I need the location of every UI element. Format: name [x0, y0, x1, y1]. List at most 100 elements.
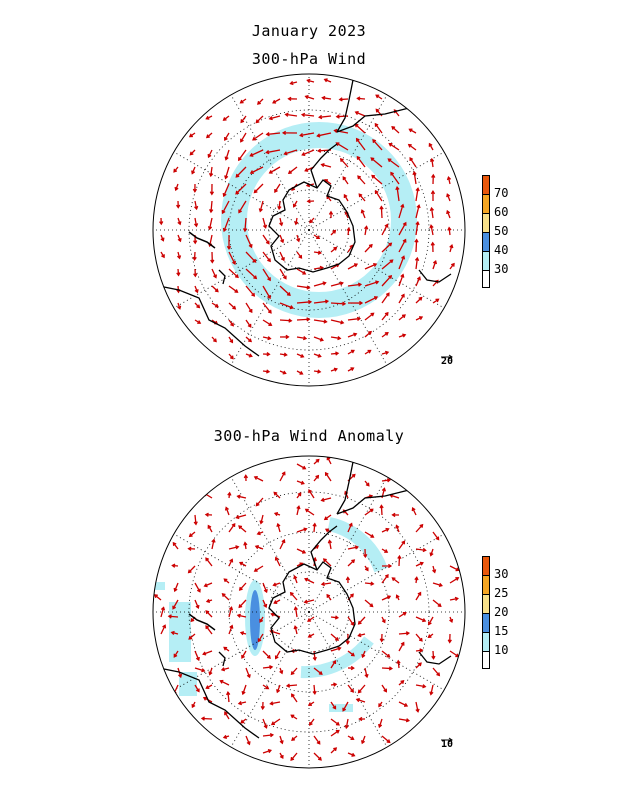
wind-vector	[347, 263, 359, 270]
wind-vector	[395, 594, 400, 601]
wind-vector	[381, 350, 390, 355]
wind-vector	[432, 259, 438, 270]
wind-vector	[361, 735, 366, 745]
wind-vector	[430, 190, 436, 202]
wind-vector	[221, 200, 230, 215]
wind-vector	[357, 684, 366, 694]
wind-vector	[187, 565, 196, 574]
wind-vector	[224, 166, 230, 180]
wind-vector	[398, 314, 406, 321]
wind-vector	[228, 353, 234, 360]
wind-vector	[415, 701, 420, 713]
wind-vector	[235, 166, 247, 178]
wind-vector	[347, 616, 355, 626]
wind-vector	[330, 701, 337, 710]
wind-vector	[253, 565, 264, 572]
wind-vector	[294, 217, 299, 226]
wind-vector	[239, 631, 247, 636]
wind-vector	[240, 132, 247, 143]
wind-vector	[300, 112, 315, 117]
wind-vector	[176, 200, 181, 209]
wind-vector	[328, 210, 334, 219]
wind-vector	[381, 574, 389, 584]
wind-vector	[227, 491, 232, 499]
wind-vector	[296, 505, 301, 516]
wind-vector	[308, 489, 315, 499]
wind-vector	[296, 299, 313, 305]
colorbar-label: 30	[494, 567, 509, 581]
wind-vector	[211, 285, 219, 293]
wind-vector	[159, 217, 164, 226]
wind-vector	[326, 593, 332, 601]
wind-vector	[345, 576, 351, 584]
wind-vector	[330, 615, 340, 620]
wind-vector	[313, 281, 327, 287]
wind-vector	[313, 336, 324, 342]
wind-vector	[347, 332, 358, 338]
wind-vector	[194, 582, 201, 593]
wind-vector	[398, 333, 407, 338]
wind-vector	[398, 221, 407, 236]
wind-vector	[249, 166, 264, 175]
wind-vector	[364, 349, 372, 355]
wind-vector	[364, 531, 375, 538]
wind-vector	[296, 492, 302, 499]
wind-vector	[224, 149, 230, 161]
wind-vector	[242, 217, 248, 233]
wind-vector	[177, 234, 182, 243]
wind-vector	[408, 128, 417, 134]
wind-vector	[160, 251, 165, 259]
wind-vector	[207, 524, 213, 533]
wind-vector	[432, 599, 442, 608]
colorbar-label: 20	[494, 605, 509, 619]
wind-vector	[449, 616, 454, 624]
wind-vector	[228, 319, 234, 327]
wind-vector	[347, 559, 356, 567]
wind-vector	[262, 319, 273, 326]
wind-vector	[240, 115, 247, 124]
wind-vector	[414, 256, 420, 270]
wind-vector	[270, 718, 281, 726]
wind-vector	[364, 225, 369, 236]
wind-vector	[449, 650, 460, 658]
wind-vector	[429, 206, 435, 219]
wind-vector	[330, 729, 340, 737]
colorbar-segment-4	[482, 232, 490, 252]
wind-vector	[342, 176, 349, 185]
wind-vector	[415, 316, 424, 321]
wind-vector	[313, 299, 330, 304]
wind-vector	[427, 633, 434, 639]
wind-vector	[313, 735, 321, 745]
new-zealand-coastline	[188, 231, 216, 249]
wind-vector	[262, 217, 268, 229]
anomaly-shading	[300, 636, 374, 679]
wind-vector	[262, 285, 271, 300]
wind-vector	[335, 142, 349, 151]
wind-vector	[429, 684, 434, 696]
wind-vector	[347, 665, 355, 671]
wind-vector	[415, 633, 423, 642]
wind-vector	[338, 97, 349, 102]
colorbar-label: 40	[494, 243, 509, 257]
wind-vector	[296, 353, 305, 358]
wind-vector	[381, 735, 391, 744]
wind-vector	[333, 128, 349, 134]
wind-vector	[204, 512, 213, 517]
wind-vector	[446, 209, 451, 219]
colorbar-label: 70	[494, 186, 509, 200]
wind-vector	[256, 531, 264, 536]
wind-vector	[364, 262, 378, 270]
wind-vector	[245, 319, 252, 328]
map-boundary	[152, 73, 466, 387]
top-reference-vector: 20	[440, 352, 454, 367]
wind-vector	[347, 282, 363, 287]
bottom-anomaly-map	[152, 455, 466, 769]
wind-vector	[262, 336, 272, 341]
wind-vector	[330, 633, 340, 641]
wind-vector	[265, 149, 281, 155]
wind-vector	[346, 226, 351, 236]
wind-vector	[296, 370, 304, 375]
wind-vector	[364, 312, 375, 321]
wind-vector	[330, 229, 337, 236]
colorbar-segment-5	[482, 251, 490, 271]
